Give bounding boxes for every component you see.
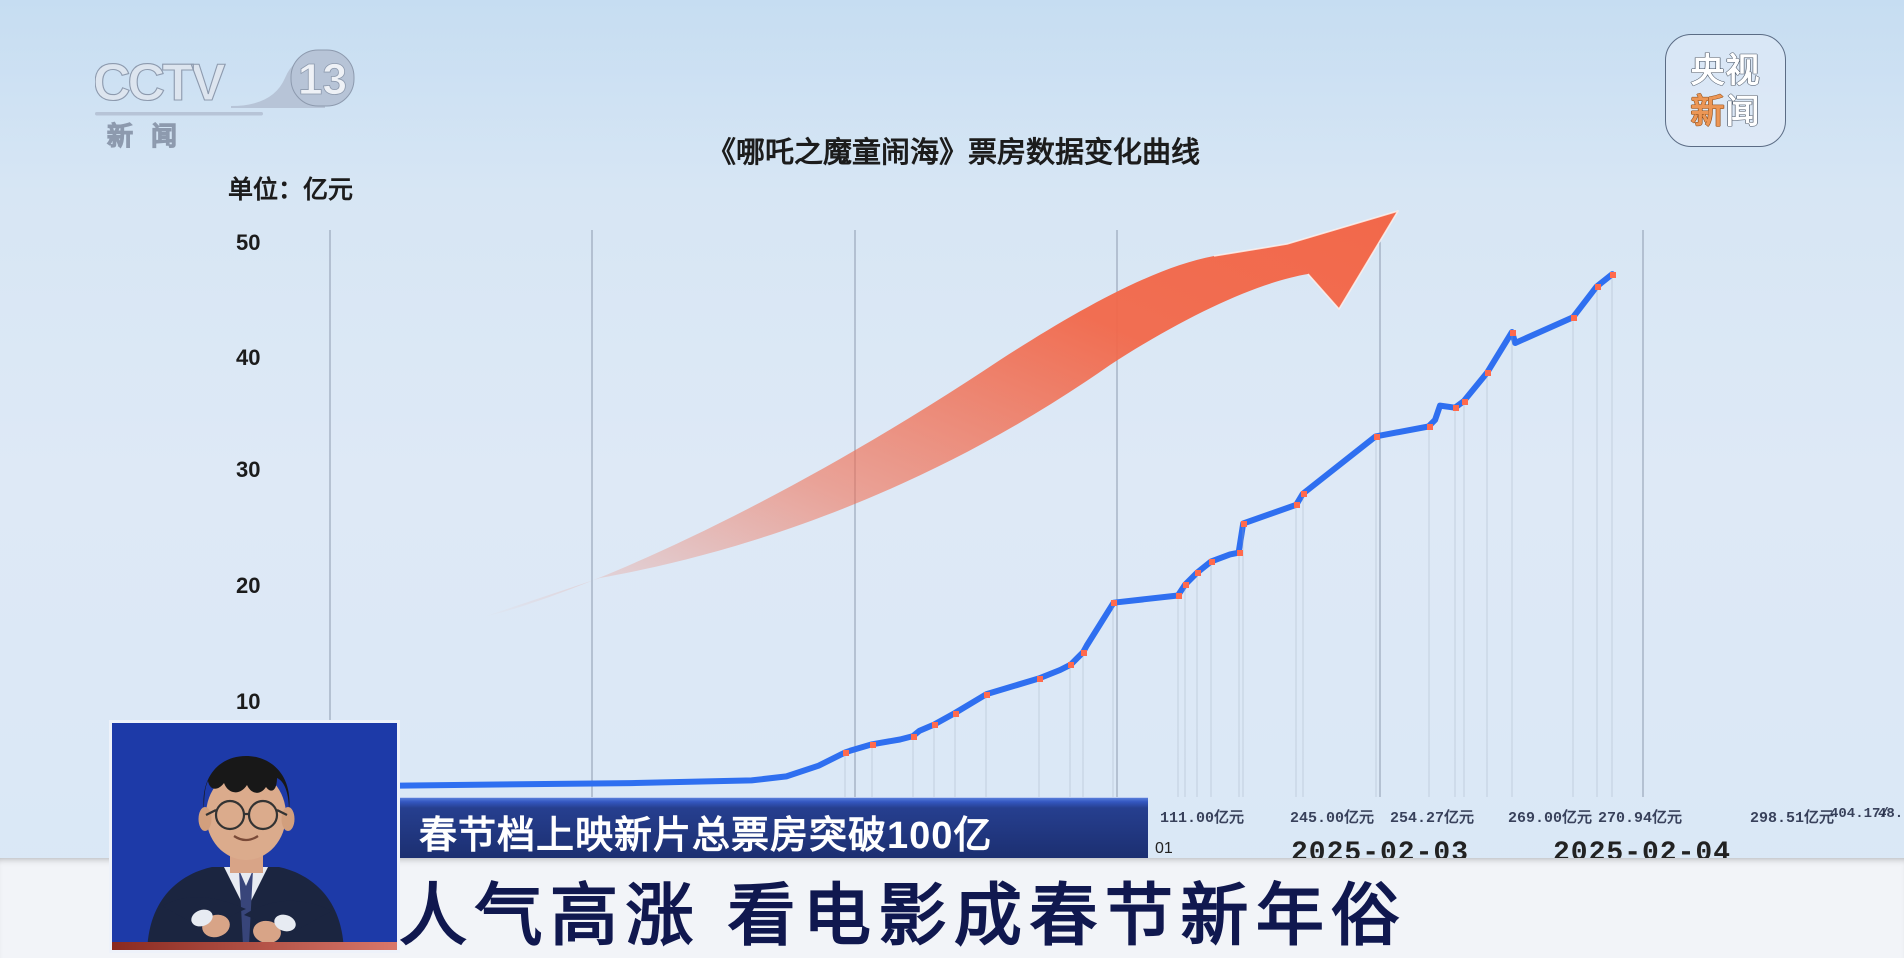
svg-text:50: 50: [236, 230, 260, 255]
svg-text:20: 20: [236, 573, 260, 598]
svg-text:30: 30: [236, 457, 260, 482]
svg-text:10: 10: [236, 689, 260, 714]
svg-text:40: 40: [236, 345, 260, 370]
